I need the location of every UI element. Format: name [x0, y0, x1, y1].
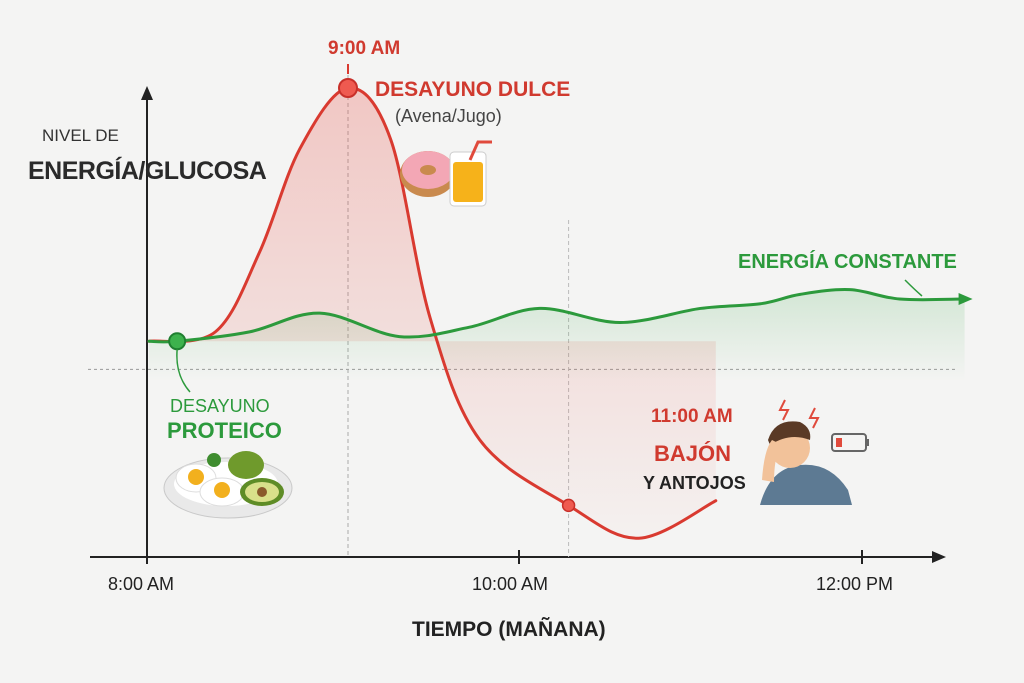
start-marker: [168, 332, 187, 351]
crash-subtitle: Y ANTOJOS: [643, 473, 746, 493]
egg-avocado-plate-icon: [257, 487, 267, 497]
protein-breakfast-line1: DESAYUNO: [170, 396, 270, 416]
y-axis-label-line2: ENERGÍA/GLUCOSA: [28, 157, 267, 185]
x-axis-arrow: [932, 551, 946, 563]
constant-energy-line: [147, 288, 967, 344]
egg-avocado-plate-icon: [214, 482, 230, 498]
juice-glass-icon: [453, 162, 483, 202]
dip-marker: [561, 498, 576, 513]
lightning-icon: [808, 407, 820, 429]
low-battery-icon: [836, 438, 842, 447]
lightning-icon: [778, 399, 790, 421]
crash-time-label: 11:00 AM: [651, 406, 733, 427]
x-axis-label: TIEMPO (MAÑANA): [412, 618, 606, 641]
constant-leader: [904, 279, 923, 297]
peak-time-label: 9:00 AM: [328, 38, 401, 59]
juice-glass-icon: [468, 140, 492, 161]
x-tick-label: 12:00 PM: [816, 574, 894, 594]
protein-leader: [176, 349, 191, 393]
constant-energy-arrow: [958, 293, 973, 306]
tired-person-icon: [762, 440, 780, 482]
sweet-breakfast-subtitle: (Avena/Jugo): [395, 106, 502, 126]
x-tick-label: 10:00 AM: [472, 574, 549, 594]
protein-breakfast-line2: PROTEICO: [167, 418, 282, 443]
constant-energy-label: ENERGÍA CONSTANTE: [738, 251, 957, 273]
egg-avocado-plate-icon: [188, 469, 204, 485]
tired-person-icon: [768, 421, 811, 445]
egg-avocado-plate-icon: [207, 453, 221, 467]
crash-title: BAJÓN: [654, 441, 732, 466]
egg-avocado-plate-icon: [228, 451, 264, 479]
x-tick-label: 8:00 AM: [108, 574, 175, 594]
y-axis-arrow: [141, 86, 153, 100]
constant-curve-fill: [149, 289, 965, 382]
donut-icon: [420, 165, 436, 175]
low-battery-icon: [866, 439, 869, 446]
sweet-curve-fill: [149, 87, 716, 539]
y-axis-label-line1: NIVEL DE: [42, 126, 119, 145]
sweet-breakfast-line: [147, 86, 718, 540]
sweet-breakfast-title: DESAYUNO DULCE: [375, 78, 571, 101]
peak-marker: [338, 78, 358, 98]
tired-person-icon: [760, 464, 852, 505]
